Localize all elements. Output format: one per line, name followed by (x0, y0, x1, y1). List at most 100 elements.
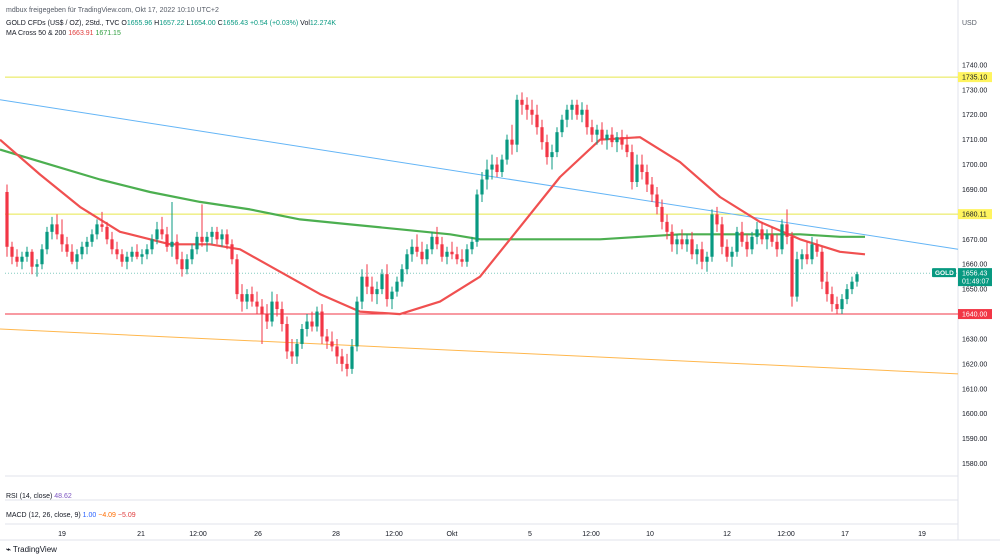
candle-body (105, 226, 109, 240)
candle-body (210, 231, 214, 237)
candle-body (685, 239, 689, 245)
close-value: 1656.43 (222, 20, 248, 27)
candlesticks (5, 92, 859, 377)
price-level-tag-text: 1680.11 (962, 212, 987, 219)
candle-body (840, 299, 844, 310)
time-tick-label: 12:00 (385, 531, 403, 538)
ma-legend[interactable]: MA Cross 50 & 200 1663.91 1671.15 (6, 29, 121, 38)
candle-body (290, 351, 294, 357)
time-tick-label: 21 (137, 531, 145, 538)
candle-body (735, 231, 739, 252)
candle-body (560, 119, 564, 133)
candle-body (465, 249, 469, 262)
candle-body (315, 311, 319, 327)
candle-body (265, 314, 269, 322)
candle-body (430, 236, 434, 250)
candle-body (335, 346, 339, 357)
time-tick-label: 12:00 (777, 531, 795, 538)
time-tick-label: 28 (332, 531, 340, 538)
candle-body (350, 346, 354, 369)
candle-body (95, 224, 99, 235)
candle-body (195, 236, 199, 250)
candle-body (835, 304, 839, 310)
price-tick-label: 1580.00 (962, 461, 987, 468)
symbol-tag-text: GOLD (935, 270, 954, 277)
candle-body (855, 274, 859, 282)
candle-body (305, 321, 309, 330)
candle-body (275, 301, 279, 310)
candle-body (205, 236, 209, 242)
candle-body (115, 249, 119, 255)
low-label: L (186, 20, 191, 27)
candle-body (405, 254, 409, 270)
candle-body (35, 264, 39, 267)
macd-title: MACD (12, 26, close, 9) (6, 512, 81, 519)
candle-body (160, 229, 164, 235)
candle-body (475, 194, 479, 242)
candle-body (320, 311, 324, 337)
rsi-title: RSI (14, close) (6, 493, 53, 500)
candle-body (590, 127, 594, 135)
candle-body (500, 159, 504, 173)
candle-body (775, 241, 779, 250)
rsi-legend[interactable]: RSI (14, close) 48.62 (6, 492, 72, 501)
candle-body (40, 249, 44, 265)
candle-body (455, 254, 459, 260)
macd-value-2: −4.09 (98, 512, 116, 519)
candle-body (700, 249, 704, 262)
candle-body (435, 236, 439, 245)
candle-body (760, 229, 764, 240)
candle-body (745, 241, 749, 250)
candle-body (440, 244, 444, 257)
candle-body (600, 129, 604, 140)
candle-body (680, 239, 684, 245)
candle-body (705, 256, 709, 262)
candle-body (610, 134, 614, 143)
candle-body (75, 254, 79, 262)
candle-body (695, 249, 699, 255)
symbol-title: GOLD CFDs (US$ / OZ), 2Std., TVC (6, 20, 120, 27)
macd-legend[interactable]: MACD (12, 26, close, 9) 1.00 −4.09 −5.09 (6, 511, 136, 520)
candle-body (850, 281, 854, 290)
candle-body (515, 99, 519, 145)
candle-body (25, 251, 29, 257)
candle-body (510, 139, 514, 145)
candle-body (450, 251, 454, 255)
time-axis: 19 21 12:00 26 28 12:00 Okt 5 12:00 10 12 12:00 17 19 (58, 531, 926, 538)
price-tick-label: 1730.00 (962, 87, 987, 94)
candle-body (200, 236, 204, 242)
time-tick-label: 5 (528, 531, 532, 538)
trend-lines (0, 99, 959, 375)
countdown-text: 01:49:07 (962, 279, 989, 286)
price-tick-label: 1630.00 (962, 336, 987, 343)
candle-body (120, 254, 124, 262)
time-tick-label: Okt (447, 531, 458, 538)
candle-body (20, 256, 24, 262)
current-price-tag (958, 268, 992, 287)
high-label: H (154, 20, 160, 27)
price-tick-label: 1690.00 (962, 187, 987, 194)
candle-body (460, 259, 464, 262)
candle-body (395, 281, 399, 292)
candle-body (50, 224, 54, 232)
candle-body (110, 239, 114, 250)
candle-body (630, 152, 634, 183)
candle-body (635, 164, 639, 183)
candle-body (565, 109, 569, 120)
candle-body (100, 224, 104, 227)
close-label: C (217, 20, 223, 27)
candle-body (85, 241, 89, 247)
tradingview-logo[interactable]: ⌁ TradingView (6, 545, 57, 554)
candle-body (250, 294, 254, 302)
candle-body (365, 276, 369, 287)
candle-body (665, 221, 669, 232)
symbol-legend[interactable]: GOLD CFDs (US$ / OZ), 2Std., TVC O1655.9… (6, 19, 336, 28)
candle-body (620, 137, 624, 145)
candle-body (60, 234, 64, 245)
candle-body (325, 336, 329, 342)
candle-body (215, 231, 219, 240)
candle-body (145, 249, 149, 255)
candle-body (765, 234, 769, 240)
candle-body (410, 246, 414, 255)
